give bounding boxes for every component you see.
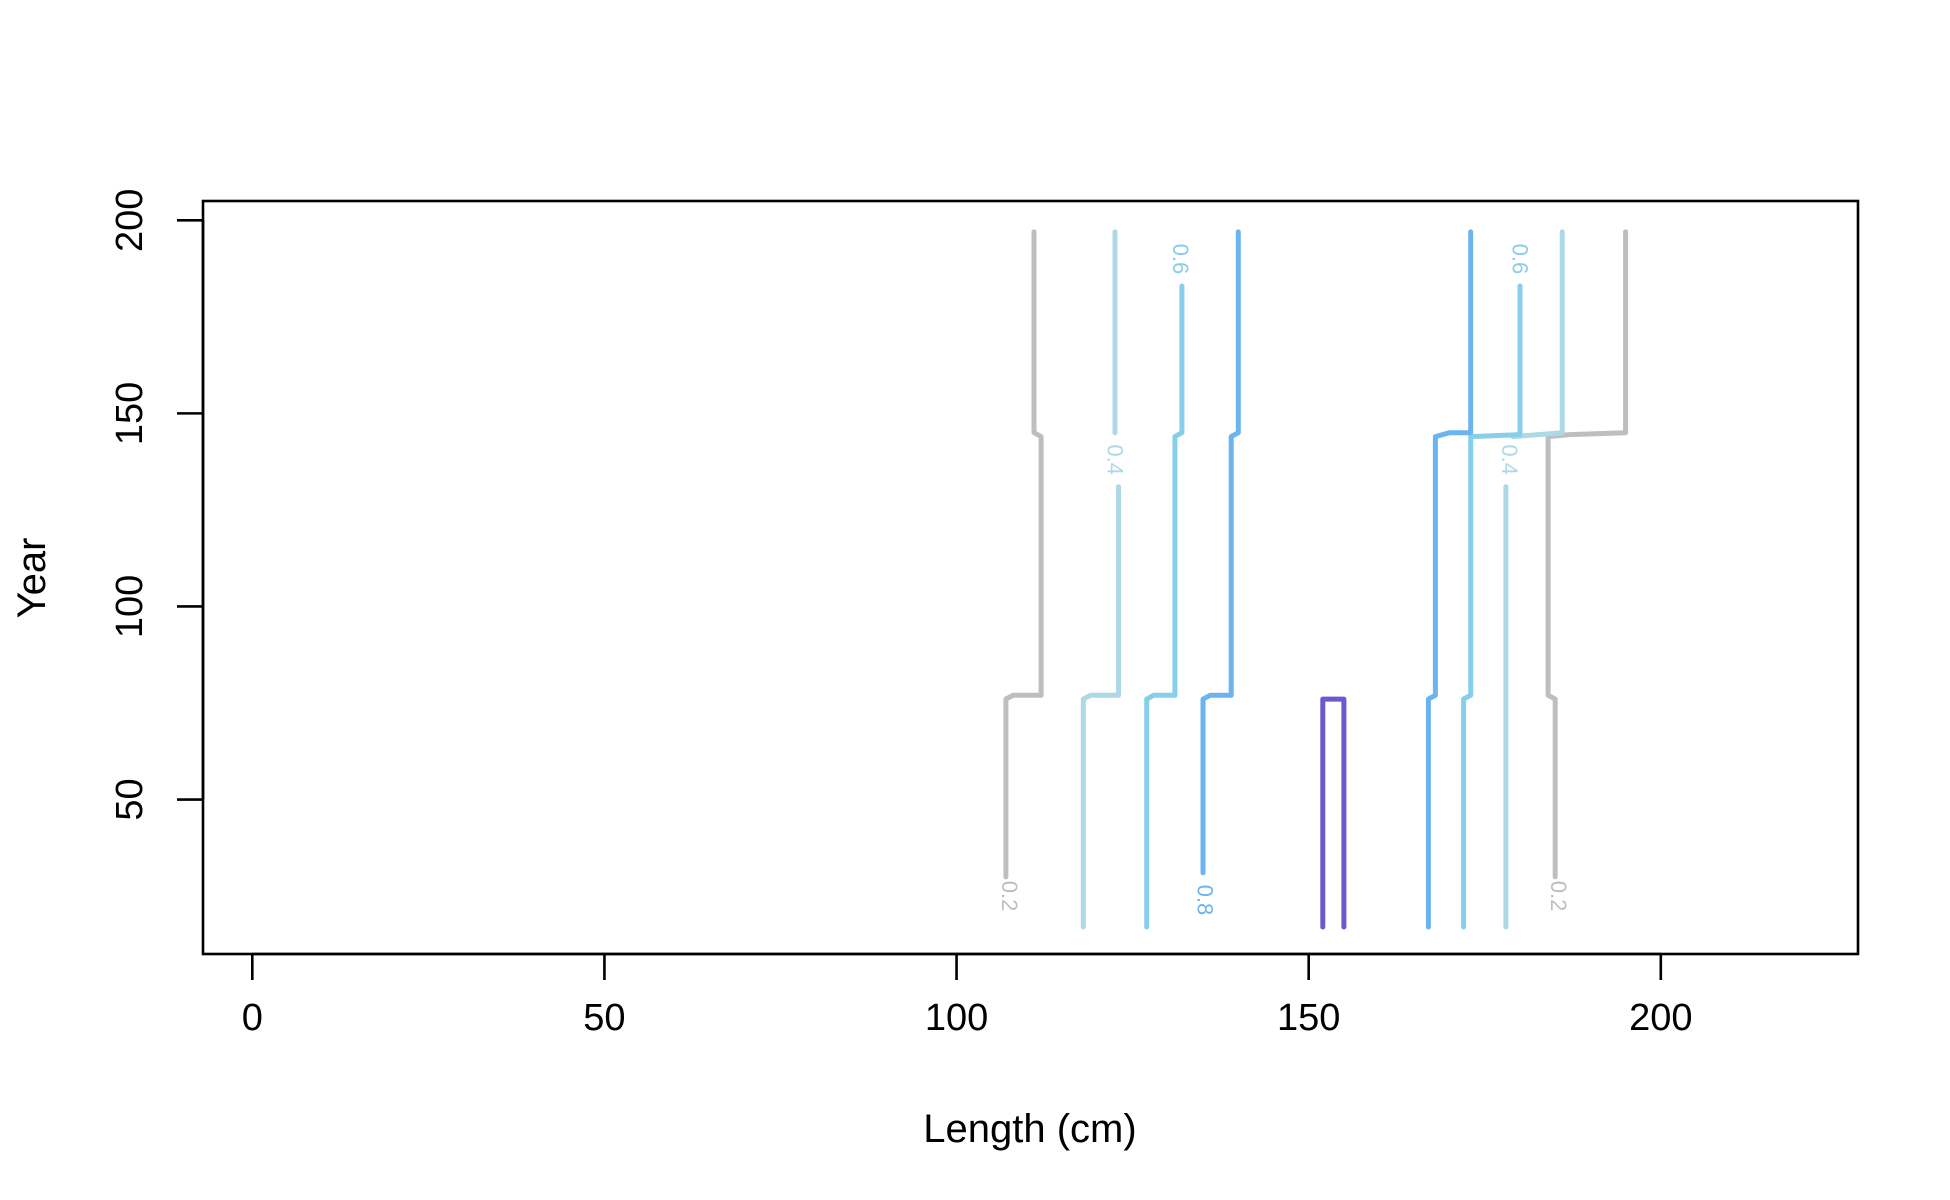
x-tick-label: 150 bbox=[1277, 997, 1340, 1039]
contour-label-0: 0.2 bbox=[997, 881, 1022, 912]
contour-label-6: 0.6 bbox=[1168, 244, 1193, 275]
contour-line-0_2-0 bbox=[1003, 229, 1044, 880]
contour-label-3: 0.4 bbox=[1103, 444, 1128, 475]
x-axis-title: Length (cm) bbox=[923, 1107, 1136, 1151]
contour-lines bbox=[1003, 229, 1629, 930]
contour-label-8: 0.8 bbox=[1193, 885, 1218, 916]
y-tick-label: 200 bbox=[109, 189, 151, 252]
x-axis: 0 50 100 150 200 bbox=[242, 952, 1693, 1039]
contour-labels: 0.2 0.2 0.4 0.4 0.6 0.6 0.8 bbox=[997, 244, 1571, 916]
contour-line-1-10 bbox=[1320, 696, 1347, 930]
contour-label-7: 0.6 bbox=[1507, 244, 1532, 275]
y-axis-title: Year bbox=[10, 538, 54, 619]
x-tick-label: 0 bbox=[242, 997, 263, 1039]
contour-line-0_6-7 bbox=[1461, 283, 1523, 930]
y-tick-label: 50 bbox=[109, 778, 151, 820]
x-tick-label: 50 bbox=[583, 997, 625, 1039]
contour-line-0_4-5 bbox=[1510, 229, 1565, 440]
contour-line-0_2-1 bbox=[1545, 229, 1629, 880]
contour-line-0_6-6 bbox=[1144, 283, 1185, 930]
x-tick-label: 200 bbox=[1629, 997, 1692, 1039]
y-tick-label: 150 bbox=[109, 382, 151, 445]
y-axis: 50 100 150 200 bbox=[109, 189, 205, 821]
y-tick-label: 100 bbox=[109, 575, 151, 638]
contour-line-0_4-2 bbox=[1080, 484, 1121, 930]
contour-label-1: 0.2 bbox=[1546, 881, 1571, 912]
contour-line-0_8-8 bbox=[1200, 229, 1241, 876]
x-tick-label: 100 bbox=[925, 997, 988, 1039]
contour-label-4: 0.4 bbox=[1497, 444, 1522, 475]
contour-line-0_8-9 bbox=[1425, 229, 1474, 930]
